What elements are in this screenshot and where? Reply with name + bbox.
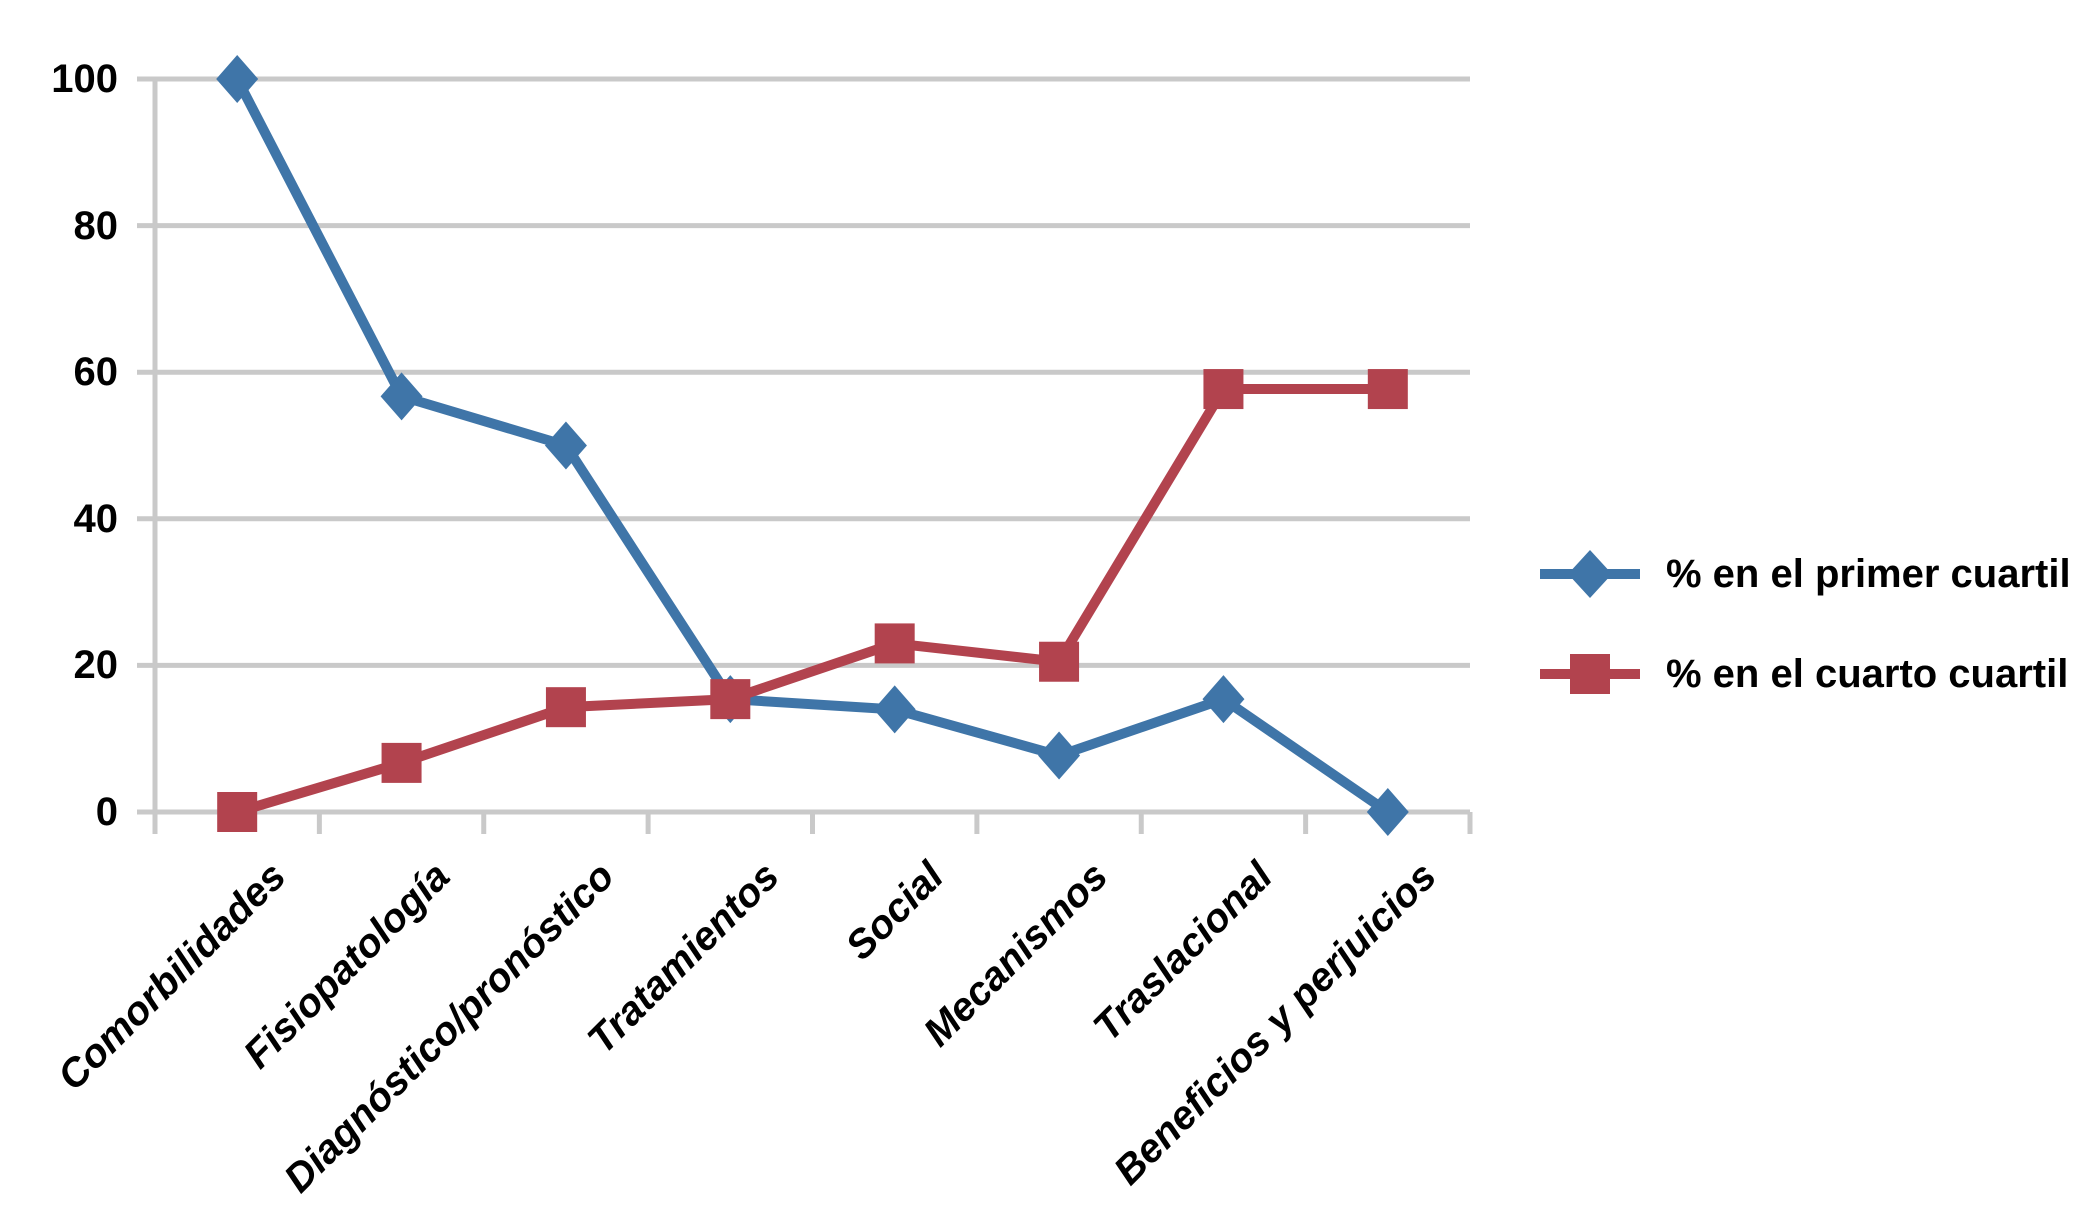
- data-point-square: [710, 679, 751, 720]
- data-point-diamond: [216, 55, 259, 103]
- y-tick-label: 100: [51, 57, 118, 101]
- series-line-1: [232, 76, 1391, 817]
- data-point-square: [545, 687, 586, 728]
- x-category-label: Social: [837, 854, 952, 969]
- data-point-square: [1039, 641, 1080, 682]
- data-point-diamond: [1202, 675, 1245, 724]
- x-category-label: Beneficios y perjuicios: [1105, 854, 1445, 1194]
- data-point-diamond: [380, 372, 423, 421]
- legend-label: % en el primer cuartil: [1666, 551, 2071, 596]
- x-category-label: Diagnóstico/pronóstico: [276, 854, 624, 1201]
- data-point-square: [1367, 369, 1408, 410]
- y-tick-label: 80: [73, 203, 119, 248]
- legend-marker-square-icon: [1540, 654, 1640, 694]
- data-point-square: [1203, 369, 1244, 410]
- series-line-2: [235, 384, 1388, 817]
- legend-label: % en el cuarto cuartil: [1666, 651, 2069, 696]
- legend-item-cuarto-cuartil: % en el cuarto cuartil: [1540, 638, 2068, 710]
- y-tick-label: 60: [73, 350, 119, 395]
- data-point-square: [874, 623, 915, 664]
- y-tick-label: 0: [95, 790, 118, 834]
- data-point-square: [217, 792, 258, 832]
- legend-marker-diamond-icon: [1540, 550, 1640, 598]
- data-point-diamond: [873, 685, 916, 734]
- data-point-diamond: [544, 421, 587, 470]
- data-point-diamond: [1366, 788, 1409, 836]
- square-icon: [1570, 654, 1610, 694]
- y-tick-label: 20: [73, 643, 119, 688]
- y-tick-label: 40: [73, 496, 119, 541]
- y-axis-labels: 0 20 40 60 80 100: [0, 0, 118, 900]
- data-point-diamond: [1038, 731, 1081, 780]
- diamond-icon: [1568, 550, 1612, 598]
- data-point-square: [381, 742, 422, 783]
- legend-item-primer-cuartil: % en el primer cuartil: [1540, 538, 2071, 610]
